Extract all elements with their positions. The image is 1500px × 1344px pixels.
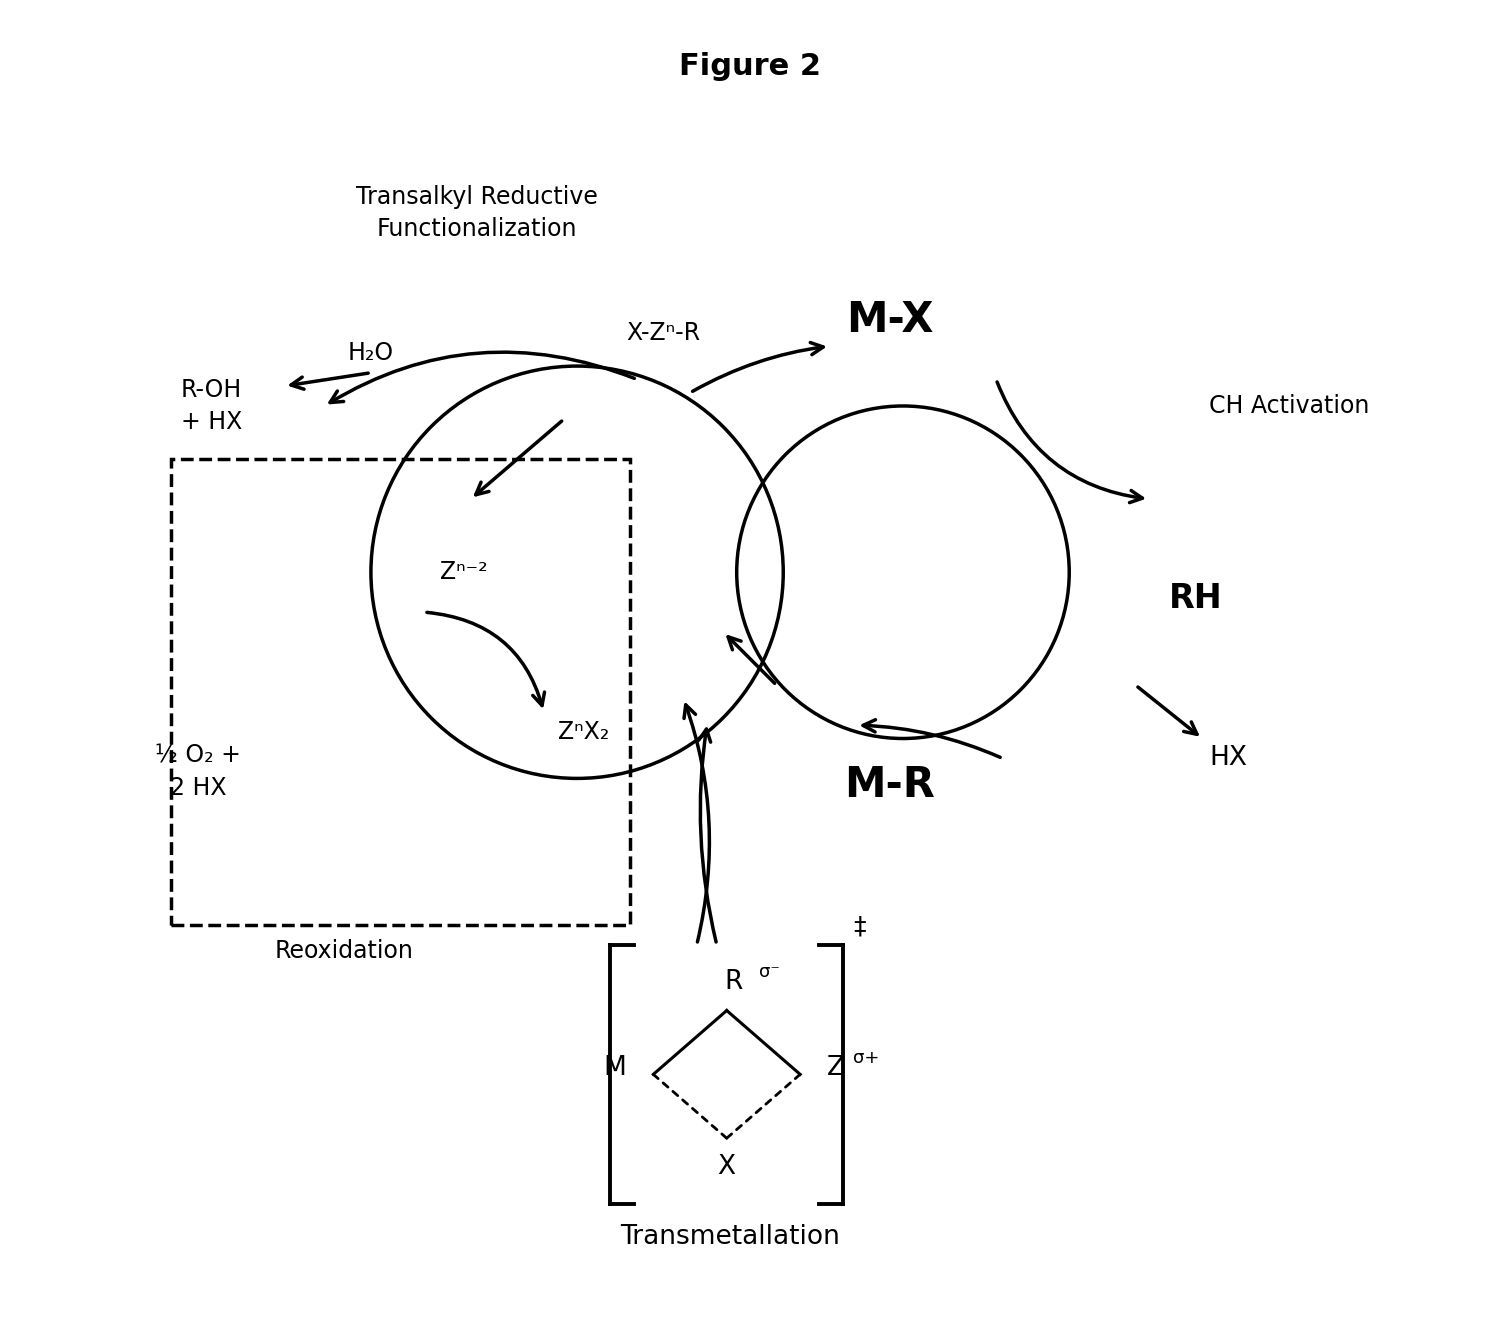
- Text: Transmetallation: Transmetallation: [620, 1224, 840, 1250]
- Text: CH Activation: CH Activation: [1209, 394, 1370, 418]
- Text: RH: RH: [1168, 582, 1222, 616]
- Text: ½ O₂ +
2 HX: ½ O₂ + 2 HX: [154, 745, 242, 800]
- Text: Z: Z: [827, 1055, 844, 1081]
- Text: H₂O: H₂O: [348, 341, 394, 364]
- Text: Zⁿ⁻²: Zⁿ⁻²: [440, 560, 488, 585]
- Bar: [171, 460, 630, 925]
- Text: M-X: M-X: [846, 298, 933, 340]
- Text: σ+: σ+: [853, 1050, 879, 1067]
- Text: R-OH
+ HX: R-OH + HX: [180, 378, 242, 434]
- Text: Reoxidation: Reoxidation: [274, 939, 414, 964]
- Text: X: X: [717, 1154, 736, 1180]
- Text: HX: HX: [1209, 746, 1246, 771]
- Text: ZⁿX₂: ZⁿX₂: [558, 720, 609, 743]
- Text: σ⁻: σ⁻: [759, 964, 780, 981]
- Text: R: R: [724, 969, 742, 995]
- Text: M: M: [604, 1055, 627, 1081]
- Text: ‡: ‡: [853, 914, 867, 938]
- Text: X-Zⁿ-R: X-Zⁿ-R: [627, 321, 701, 345]
- Text: Transalkyl Reductive
Functionalization: Transalkyl Reductive Functionalization: [357, 185, 598, 241]
- Text: M-R: M-R: [844, 763, 934, 806]
- Text: Figure 2: Figure 2: [680, 52, 820, 81]
